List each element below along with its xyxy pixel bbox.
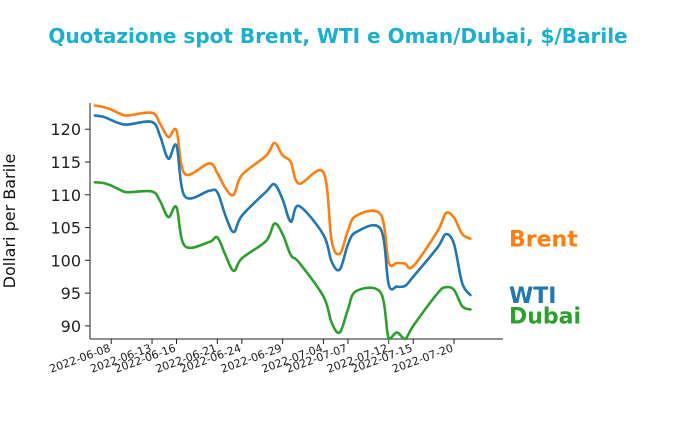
y-tick-label: 100 (50, 251, 81, 270)
series-line-dubai (93, 181, 472, 341)
axes (89, 103, 503, 340)
y-tick-label: 115 (50, 153, 81, 172)
y-tick-label: 90 (61, 317, 81, 336)
y-tick-label: 95 (61, 284, 81, 303)
y-tick-label: 105 (50, 219, 81, 238)
chart-title: Quotazione spot Brent, WTI e Oman/Dubai,… (48, 24, 627, 48)
series-label-dubai: Dubai (509, 305, 581, 330)
series-label-brent: Brent (509, 228, 578, 253)
y-tick-label: 110 (50, 186, 81, 205)
y-tick-label: 120 (50, 120, 81, 139)
series-lines (93, 104, 472, 341)
y-axis-label: Dollari per Barile (0, 154, 19, 289)
series-line-wti (93, 114, 472, 297)
y-ticks: 90 95 100 105 110 115 120 (50, 120, 90, 336)
x-ticks: 2022-06-082022-06-132022-06-162022-06-21… (48, 339, 455, 376)
series-label-wti: WTI (509, 284, 556, 309)
series-line-brent (93, 104, 472, 270)
